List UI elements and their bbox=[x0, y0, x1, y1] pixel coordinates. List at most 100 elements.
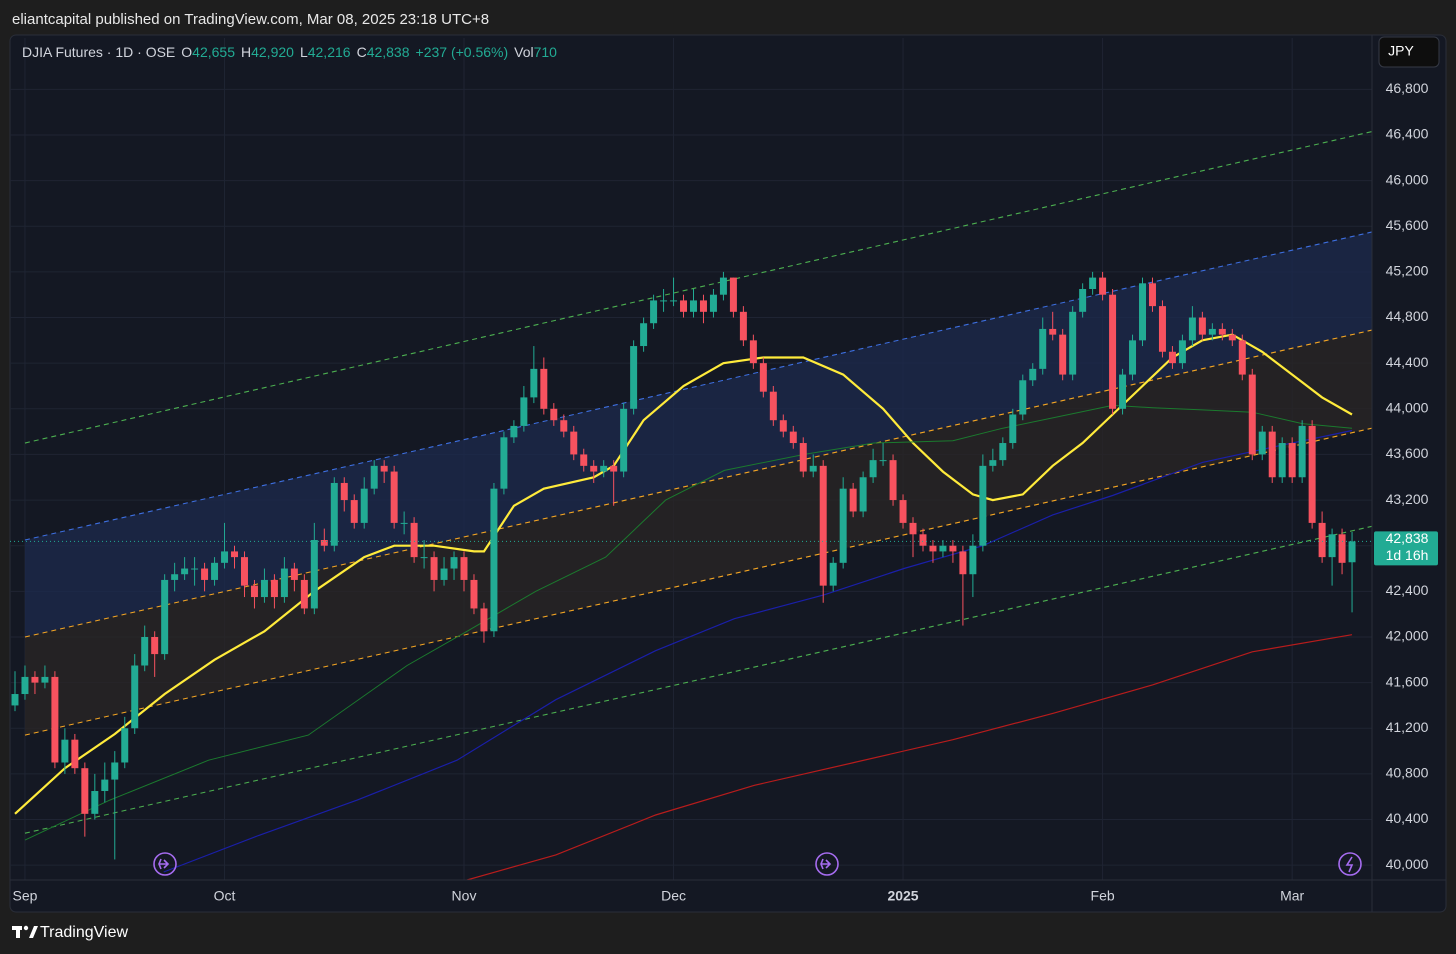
candle-body bbox=[909, 522, 917, 535]
candle-body bbox=[540, 368, 548, 409]
logo-part bbox=[16, 926, 20, 938]
candle-body bbox=[370, 465, 378, 489]
event-icon-glyph bbox=[1345, 856, 1354, 873]
candle-body bbox=[91, 791, 99, 814]
candle-body bbox=[440, 568, 448, 580]
candle-body bbox=[809, 465, 817, 472]
candle-body bbox=[231, 551, 238, 558]
candle-body bbox=[141, 636, 149, 666]
candle-body bbox=[929, 545, 937, 552]
candle-body bbox=[430, 557, 438, 580]
candle-body bbox=[939, 545, 947, 552]
candle-body bbox=[41, 676, 49, 683]
candle-body bbox=[759, 363, 767, 392]
candle-body bbox=[300, 579, 308, 609]
candle-body bbox=[719, 277, 727, 295]
y-tick-label: 46,000 bbox=[1386, 171, 1429, 187]
candle-body bbox=[11, 694, 19, 706]
currency-label: JPY bbox=[1388, 43, 1414, 59]
moving-average bbox=[466, 634, 1353, 880]
event-icon[interactable] bbox=[815, 852, 839, 876]
axes: 40,000 40,400 40,800 41,200 41,600 42,000 42,4… bbox=[13, 80, 1438, 904]
candle-body bbox=[61, 739, 69, 763]
y-tick-label: 43,600 bbox=[1386, 445, 1429, 461]
candle-body bbox=[1228, 334, 1236, 341]
candle-body bbox=[290, 568, 298, 580]
candle-body bbox=[270, 579, 278, 598]
candle-body bbox=[201, 568, 209, 580]
candle-body bbox=[260, 579, 268, 598]
candle-body bbox=[580, 454, 588, 466]
countdown-label: 1d 16h bbox=[1386, 547, 1429, 563]
candle-body bbox=[1248, 374, 1256, 455]
candle-body bbox=[1158, 306, 1166, 352]
legend-key: Vol bbox=[514, 44, 534, 60]
candle-body bbox=[21, 676, 29, 695]
candle-body bbox=[500, 437, 508, 489]
legend-value: 710 bbox=[533, 44, 557, 60]
legend-key: C bbox=[356, 44, 367, 60]
logo-part bbox=[29, 926, 38, 938]
candle-body bbox=[1029, 368, 1037, 381]
candle-body bbox=[1079, 289, 1087, 312]
event-icon[interactable] bbox=[1338, 852, 1362, 876]
candle-body bbox=[460, 557, 468, 580]
candle-body bbox=[1039, 328, 1047, 369]
candle-body bbox=[1198, 317, 1206, 335]
candle-body bbox=[739, 311, 747, 341]
candle-body bbox=[1059, 334, 1067, 375]
candle-body bbox=[360, 488, 368, 523]
currency-button[interactable] bbox=[1378, 36, 1440, 68]
brand-logo bbox=[12, 925, 38, 938]
x-tick-label: 2025 bbox=[887, 888, 918, 904]
candle-body bbox=[131, 665, 139, 729]
x-tick-label: Nov bbox=[452, 888, 477, 904]
candle-body bbox=[799, 443, 807, 472]
y-tick-label: 44,400 bbox=[1386, 354, 1429, 370]
candle-body bbox=[1268, 431, 1276, 478]
x-tick-label: Feb bbox=[1091, 888, 1115, 904]
publisher-line: eliantcapital published on TradingView.c… bbox=[12, 11, 490, 28]
last-price-label: 42,838 bbox=[1386, 530, 1429, 546]
candle-body bbox=[779, 420, 787, 432]
candle-body bbox=[1298, 425, 1306, 478]
legend-value: 42,838 bbox=[366, 44, 410, 60]
candle-body bbox=[670, 300, 678, 302]
candle-body bbox=[640, 323, 648, 347]
candle-body bbox=[650, 300, 658, 324]
event-icon-glyph bbox=[820, 858, 832, 870]
channel-fill bbox=[24, 231, 1372, 637]
candle-body bbox=[450, 557, 458, 569]
candle-body bbox=[1308, 425, 1316, 523]
candle-body bbox=[151, 636, 159, 655]
candle-body bbox=[330, 482, 338, 546]
legend-value: 42,920 bbox=[251, 44, 294, 60]
candle-body bbox=[1099, 277, 1107, 295]
candle-body bbox=[121, 728, 129, 763]
brand: TradingView bbox=[40, 924, 129, 941]
candle-body bbox=[919, 534, 927, 546]
legend-value: 42,655 bbox=[192, 44, 235, 60]
candle-body bbox=[969, 545, 977, 575]
x-tick-label: Oct bbox=[214, 888, 236, 904]
candle-body bbox=[111, 762, 119, 780]
candle-body bbox=[480, 608, 488, 632]
candle-body bbox=[1009, 414, 1017, 444]
y-tick-label: 40,000 bbox=[1386, 856, 1429, 872]
candle-body bbox=[610, 465, 618, 472]
x-tick-label: Mar bbox=[1280, 888, 1304, 904]
candle-body bbox=[570, 431, 578, 455]
candle-body bbox=[1338, 534, 1346, 563]
candle-body bbox=[350, 500, 358, 523]
candle-body bbox=[690, 300, 697, 312]
last-price-box bbox=[1374, 531, 1438, 566]
candle-body bbox=[959, 551, 967, 575]
candle-body bbox=[699, 300, 707, 312]
y-tick-label: 44,000 bbox=[1386, 400, 1429, 416]
event-icon[interactable] bbox=[153, 852, 177, 876]
candle-body bbox=[1208, 328, 1216, 335]
candle-body bbox=[420, 557, 428, 559]
candle-body bbox=[729, 277, 737, 312]
y-tick-label: 41,200 bbox=[1386, 719, 1429, 735]
candle-body bbox=[889, 460, 897, 501]
